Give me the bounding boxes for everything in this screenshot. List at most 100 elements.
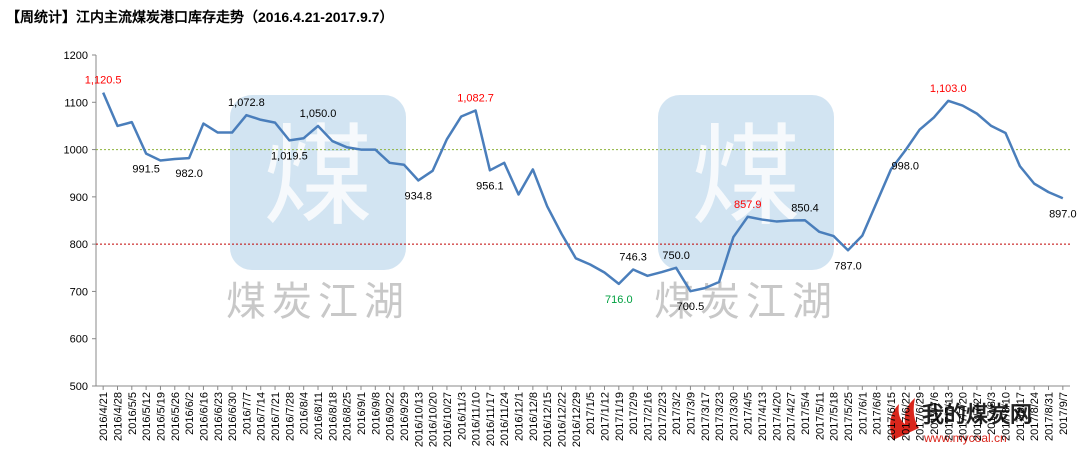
x-tick-label: 2017/6/1: [857, 392, 869, 435]
x-tick-label: 2016/6/23: [213, 392, 225, 441]
x-tick-label: 2016/10/20: [428, 392, 440, 447]
watermark-logo: 煤: [263, 116, 373, 239]
x-tick-label: 2016/9/8: [370, 392, 382, 435]
y-tick-label: 700: [70, 286, 88, 298]
x-tick-label: 2017/2/16: [642, 392, 654, 441]
x-tick-label: 2016/9/1: [356, 392, 368, 435]
x-tick-label: 2016/10/13: [413, 392, 425, 447]
x-tick-label: 2017/7/27: [972, 392, 984, 441]
x-tick-label: 2017/8/3: [986, 392, 998, 435]
x-tick-label: 2017/1/19: [614, 392, 626, 441]
site-url: www.mycoal.cn: [923, 431, 1007, 445]
x-tick-label: 2017/6/15: [886, 392, 898, 441]
data-label: 750.0: [662, 250, 690, 262]
x-tick-label: 2017/3/23: [714, 392, 726, 441]
data-label: 850.4: [791, 202, 819, 214]
y-tick-label: 500: [70, 381, 88, 393]
x-tick-label: 2016/11/3: [456, 392, 468, 440]
watermark-text: 煤炭江湖: [654, 280, 838, 324]
x-tick-label: 2016/6/2: [184, 392, 196, 435]
x-tick-label: 2016/12/8: [528, 392, 540, 441]
x-tick-label: 2017/4/20: [771, 392, 783, 441]
x-tick-label: 2016/8/25: [342, 392, 354, 441]
x-tick-label: 2016/8/11: [313, 392, 325, 440]
data-label: 787.0: [834, 260, 862, 272]
x-tick-label: 2016/7/28: [284, 392, 296, 441]
y-tick-label: 600: [70, 334, 88, 346]
x-tick-label: 2017/6/29: [915, 392, 927, 441]
x-tick-label: 2017/8/17: [1015, 392, 1027, 441]
x-tick-label: 2016/12/1: [514, 392, 526, 441]
data-label: 998.0: [892, 161, 920, 173]
x-tick-label: 2016/6/30: [227, 392, 239, 441]
x-tick-label: 2016/11/17: [485, 392, 497, 446]
chart-title: 【周统计】江内主流煤炭港口库存走势（2016.4.21-2017.9.7）: [6, 9, 393, 25]
x-tick-label: 2017/5/4: [800, 392, 812, 435]
data-label: 746.3: [619, 252, 647, 264]
x-tick-label: 2016/12/22: [557, 392, 569, 447]
x-tick-label: 2017/6/8: [872, 392, 884, 435]
data-label: 1,082.7: [457, 92, 494, 104]
x-tick-label: 2017/5/18: [829, 392, 841, 441]
x-tick-label: 2017/4/13: [757, 392, 769, 441]
x-tick-label: 2016/8/18: [327, 392, 339, 441]
x-tick-label: 2017/4/27: [786, 392, 798, 441]
data-line: [102, 92, 1064, 293]
x-tick-label: 2016/7/14: [256, 392, 268, 441]
x-tick-label: 2016/6/16: [198, 392, 210, 441]
x-tick-label: 2016/8/4: [299, 392, 311, 435]
x-tick-label: 2017/9/7: [1058, 392, 1070, 435]
x-tick-label: 2016/5/19: [155, 392, 167, 441]
y-tick-label: 1200: [64, 50, 88, 62]
watermark-logos: [230, 95, 834, 270]
x-tick-label: 2016/7/7: [241, 392, 253, 435]
x-tick-label: 2017/2/23: [657, 392, 669, 441]
data-label: 991.5: [132, 164, 160, 176]
x-tick-label: 2016/12/29: [571, 392, 583, 447]
x-tick-label: 2016/5/5: [127, 392, 139, 435]
data-label: 716.0: [605, 294, 633, 306]
x-tick-label: 2017/7/20: [958, 392, 970, 441]
data-label: 934.8: [405, 190, 433, 202]
data-label: 700.5: [677, 301, 705, 313]
x-tick-label: 2017/8/10: [1001, 392, 1013, 441]
x-tick-label: 2016/11/24: [499, 392, 511, 446]
y-tick-label: 1000: [64, 145, 88, 157]
site-logo: [890, 398, 919, 440]
x-tick-label: 2016/11/10: [471, 392, 483, 446]
x-tick-label: 2016/7/21: [270, 392, 282, 441]
x-tick-label: 2016/12/15: [542, 392, 554, 447]
y-tick-label: 1100: [64, 97, 88, 109]
x-tick-label: 2016/4/28: [112, 392, 124, 441]
x-tick-label: 2017/8/24: [1029, 392, 1041, 441]
watermark-text: 煤炭江湖: [226, 280, 410, 324]
x-tick-label: 2016/9/29: [399, 392, 411, 441]
x-tick-label: 2016/9/22: [385, 392, 397, 441]
x-tick-label: 2016/4/21: [98, 392, 110, 441]
data-label: 857.9: [734, 199, 762, 211]
x-tick-label: 2017/3/2: [671, 392, 683, 435]
data-label: 1,019.5: [271, 150, 308, 162]
data-label: 1,072.8: [228, 97, 265, 109]
y-tick-label: 800: [70, 239, 88, 251]
x-tick-label: 2017/3/30: [728, 392, 740, 441]
x-tick-label: 2017/7/13: [943, 392, 955, 441]
x-tick-label: 2017/3/17: [700, 392, 712, 441]
data-label: 1,103.0: [930, 83, 967, 95]
x-tick-label: 2017/3/9: [685, 392, 697, 435]
y-tick-label: 900: [70, 192, 88, 204]
x-tick-label: 2017/5/25: [843, 392, 855, 441]
site-name: 我的煤炭网: [922, 402, 1032, 427]
data-label: 982.0: [175, 168, 203, 180]
data-label: 1,120.5: [85, 75, 122, 87]
data-label: 1,050.0: [300, 108, 337, 120]
x-tick-label: 2017/1/12: [599, 392, 611, 441]
x-tick-label: 2017/1/5: [585, 392, 597, 435]
x-tick-label: 2017/7/6: [929, 392, 941, 435]
x-tick-label: 2017/5/11: [814, 392, 826, 440]
data-label: 897.0: [1049, 208, 1077, 220]
x-tick-label: 2016/5/12: [141, 392, 153, 441]
x-tick-label: 2016/10/27: [442, 392, 454, 447]
x-tick-label: 2016/5/26: [170, 392, 182, 441]
